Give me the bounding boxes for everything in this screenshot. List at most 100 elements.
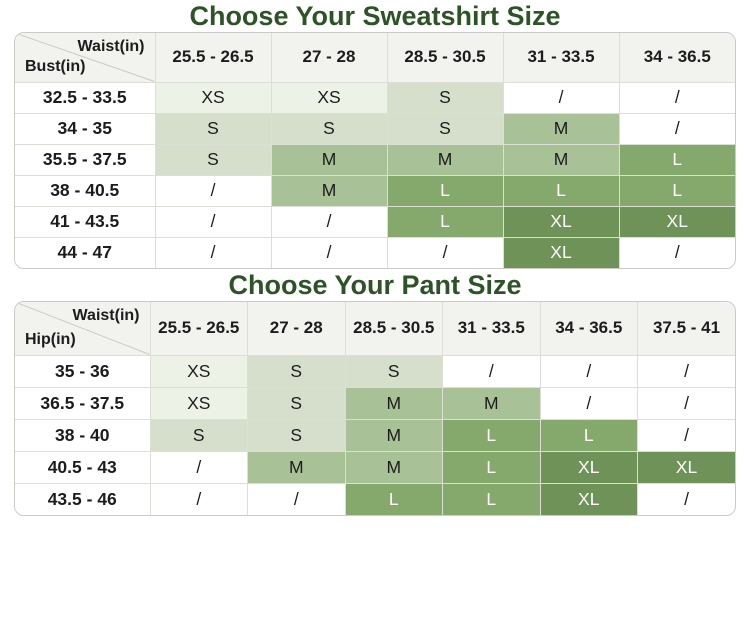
row-label: 35 - 36 [15,355,151,388]
size-cell: XL [619,206,735,238]
corner-row-axis-label: Bust(in) [25,57,86,75]
size-cell: M [503,113,620,145]
row-label: 40.5 - 43 [15,451,151,484]
size-cell: / [619,237,735,268]
size-cell: / [637,355,735,388]
size-cell: / [637,483,735,515]
corner-column-axis-label: Waist(in) [77,38,145,55]
size-cell: XS [150,387,248,420]
size-cell: S [155,113,272,145]
table-row: 35.5 - 37.5 S M M M L [15,144,735,176]
pant-size-grid: Waist(in) Hip(in) 25.5 - 26.5 27 - 28 28.5 -… [15,302,735,515]
size-cell: S [247,419,346,452]
header-row: Waist(in) Bust(in) 25.5 - 26.5 27 - 28 28.5 … [15,33,735,83]
column-header: 27 - 28 [247,302,346,356]
size-cell: XL [540,451,638,484]
row-label: 38 - 40.5 [15,175,156,207]
table-row: 41 - 43.5// L XL XL [15,206,735,238]
size-cell: M [345,419,443,452]
size-cell: L [387,175,504,207]
sweatshirt-size-title: Choose Your Sweatshirt Size [189,1,561,31]
column-header: 28.5 - 30.5 [387,33,504,83]
table-row: 32.5 - 33.5 XS XS S / / [15,82,735,114]
size-cell: / [271,206,388,238]
pant-size-title: Choose Your Pant Size [228,270,522,300]
size-cell: / [247,483,346,515]
row-label: 32.5 - 33.5 [15,82,156,114]
table-row: 44 - 47// / XL / [15,237,735,268]
row-label: 36.5 - 37.5 [15,387,151,420]
size-cell: M [345,451,443,484]
size-cell: S [387,82,504,114]
size-cell: S [345,355,443,388]
size-cell: L [619,144,735,176]
size-cell: XL [637,451,735,484]
size-cell: S [271,113,388,145]
corner-row-axis-label: Hip(in) [25,330,76,348]
table-row: 38 - 40 S S M L L / [15,419,735,452]
size-cell: M [345,387,443,420]
size-cell: / [155,175,272,207]
diagonal-divider-line [15,302,150,355]
column-header: 27 - 28 [271,33,388,83]
size-cell: XL [540,483,638,515]
corner-header-cell: Waist(in) Hip(in) [15,302,151,356]
size-cell: / [619,82,735,114]
column-header: 34 - 36.5 [540,302,638,356]
size-cell: S [247,355,346,388]
size-cell: L [619,175,735,207]
sweatshirt-size-grid: Waist(in) Bust(in) 25.5 - 26.5 27 - 28 28.5 … [15,33,735,268]
size-cell: M [387,144,504,176]
table-row: 40.5 - 43/M M L XL XL [15,451,735,484]
size-cell: S [387,113,504,145]
row-label: 38 - 40 [15,419,151,452]
size-cell: XL [503,206,620,238]
size-cell: M [442,387,541,420]
size-cell: M [271,175,388,207]
row-label: 44 - 47 [15,237,156,268]
size-cell: M [503,144,620,176]
size-cell: / [442,355,541,388]
column-header: 28.5 - 30.5 [345,302,443,356]
size-cell: / [503,82,620,114]
size-cell: S [155,144,272,176]
diagonal-divider-line [15,33,155,82]
size-cell: / [155,237,272,268]
size-cell: / [150,451,248,484]
size-cell: XS [155,82,272,114]
column-header: 25.5 - 26.5 [150,302,248,356]
size-cell: / [155,206,272,238]
table-row: 34 - 35 S S S M / [15,113,735,145]
row-label: 43.5 - 46 [15,483,151,515]
size-cell: M [247,451,346,484]
size-cell: L [387,206,504,238]
size-cell: L [442,451,541,484]
size-cell: / [637,387,735,420]
size-cell: / [271,237,388,268]
sweatshirt-size-table: Waist(in) Bust(in) 25.5 - 26.5 27 - 28 28.5 … [14,32,736,269]
size-cell: M [271,144,388,176]
table-row: 36.5 - 37.5 XS S M M / / [15,387,735,420]
column-header: 37.5 - 41 [637,302,735,356]
row-label: 35.5 - 37.5 [15,144,156,176]
size-cell: L [442,419,541,452]
corner-header-cell: Waist(in) Bust(in) [15,33,156,83]
pant-size-table: Waist(in) Hip(in) 25.5 - 26.5 27 - 28 28.5 -… [14,301,736,516]
size-cell: S [150,419,248,452]
size-cell: / [540,355,638,388]
column-header: 34 - 36.5 [619,33,735,83]
size-cell: / [619,113,735,145]
column-header: 31 - 33.5 [503,33,620,83]
size-cell: L [442,483,541,515]
size-cell: / [637,419,735,452]
size-cell: / [387,237,504,268]
row-label: 34 - 35 [15,113,156,145]
size-cell: / [540,387,638,420]
row-label: 41 - 43.5 [15,206,156,238]
size-cell: L [540,419,638,452]
column-header: 31 - 33.5 [442,302,541,356]
corner-column-axis-label: Waist(in) [72,307,140,324]
table-row: 38 - 40.5/M L L L [15,175,735,207]
size-cell: L [503,175,620,207]
table-row: 43.5 - 46// L L XL / [15,483,735,515]
